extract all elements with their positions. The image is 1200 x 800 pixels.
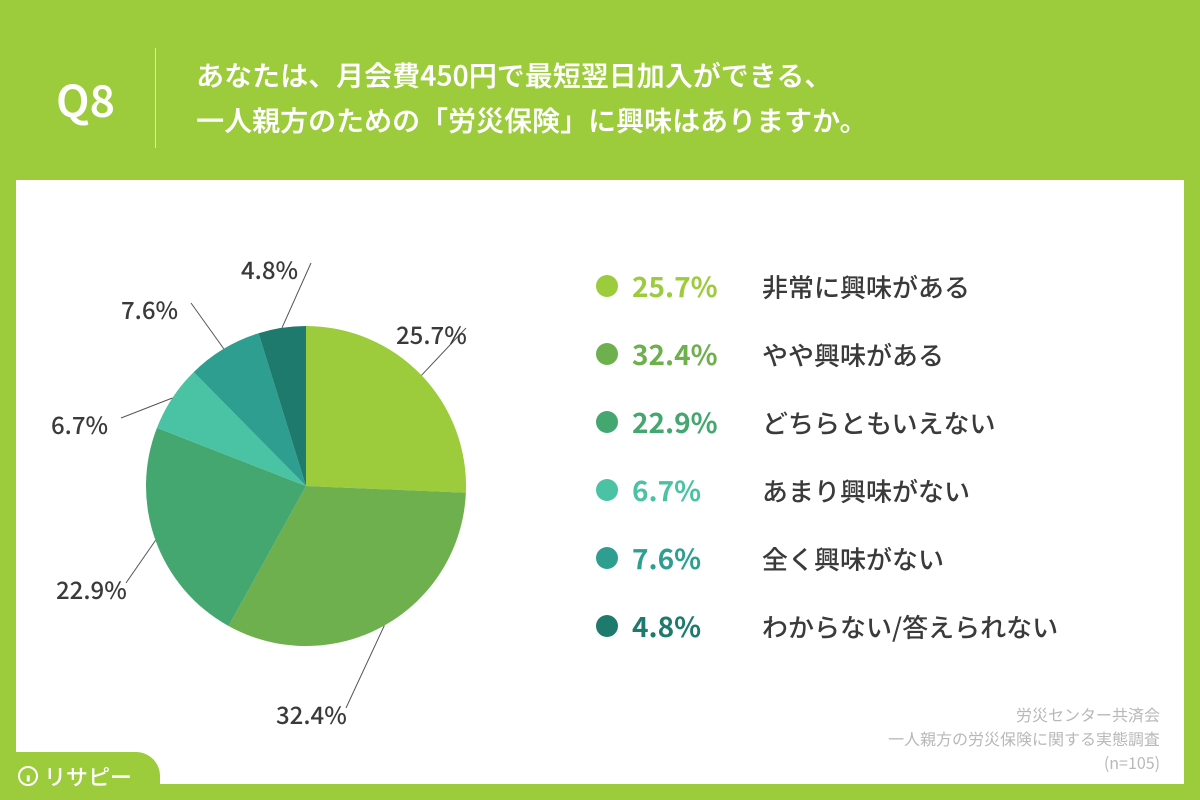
- pie-callout: 32.4%: [276, 696, 347, 731]
- legend-swatch: [596, 479, 618, 501]
- pie-chart-area: 25.7% 32.4% 22.9% 6.7% 7.6% 4.8%: [16, 196, 576, 756]
- legend-row: 7.6%全く興味がない: [596, 538, 1184, 578]
- brand-badge: リサピー: [0, 752, 160, 800]
- question-line-2: 一人親方のための「労災保険」に興味はありますか。: [196, 98, 867, 143]
- legend-percent: 22.9%: [632, 402, 762, 442]
- brand-text: リサピー: [44, 760, 132, 792]
- pie-slice: [306, 326, 466, 493]
- legend-percent: 25.7%: [632, 266, 762, 306]
- legend-label: やや興味がある: [762, 336, 944, 373]
- footer-line-3: (n=105): [888, 750, 1160, 774]
- legend: 25.7%非常に興味がある32.4%やや興味がある22.9%どちらともいえない6…: [576, 196, 1184, 784]
- legend-row: 6.7%あまり興味がない: [596, 470, 1184, 510]
- question-header: Q8 あなたは、月会費450円で最短翌日加入ができる、 一人親方のための「労災保…: [16, 16, 1184, 180]
- legend-label: 全く興味がない: [762, 540, 944, 577]
- legend-swatch: [596, 547, 618, 569]
- legend-swatch: [596, 411, 618, 433]
- pie-callout: 4.8%: [241, 251, 298, 286]
- legend-label: どちらともいえない: [762, 404, 995, 441]
- legend-percent: 7.6%: [632, 538, 762, 578]
- pie-callout: 7.6%: [121, 291, 178, 326]
- legend-label: わからない/答えられない: [762, 608, 1058, 645]
- legend-row: 4.8%わからない/答えられない: [596, 606, 1184, 646]
- legend-row: 32.4%やや興味がある: [596, 334, 1184, 374]
- legend-percent: 32.4%: [632, 334, 762, 374]
- content-area: 25.7%32.4%22.9%6.7%7.6%4.8% 25.7%非常に興味があ…: [16, 196, 1184, 784]
- legend-percent: 4.8%: [632, 606, 762, 646]
- legend-label: 非常に興味がある: [762, 268, 970, 305]
- legend-swatch: [596, 275, 618, 297]
- legend-percent: 6.7%: [632, 470, 762, 510]
- legend-swatch: [596, 615, 618, 637]
- legend-swatch: [596, 343, 618, 365]
- pie-chart: [146, 326, 466, 646]
- question-line-1: あなたは、月会費450円で最短翌日加入ができる、: [196, 53, 867, 98]
- footer-note: 労災センター共済会 一人親方の労災保険に関する実態調査 (n=105): [888, 702, 1160, 774]
- legend-label: あまり興味がない: [762, 472, 970, 509]
- pie-callout: 6.7%: [51, 406, 108, 441]
- header-divider: [155, 48, 156, 148]
- footer-line-1: 労災センター共済会: [888, 702, 1160, 726]
- legend-row: 22.9%どちらともいえない: [596, 402, 1184, 442]
- question-number: Q8: [56, 66, 155, 130]
- pie-callout: 25.7%: [396, 316, 467, 351]
- question-text: あなたは、月会費450円で最短翌日加入ができる、 一人親方のための「労災保険」に…: [196, 53, 867, 143]
- legend-row: 25.7%非常に興味がある: [596, 266, 1184, 306]
- footer-line-2: 一人親方の労災保険に関する実態調査: [888, 726, 1160, 750]
- infographic-frame: Q8 あなたは、月会費450円で最短翌日加入ができる、 一人親方のための「労災保…: [0, 0, 1200, 800]
- pie-callout: 22.9%: [56, 571, 127, 606]
- brand-clock-icon: [18, 766, 38, 786]
